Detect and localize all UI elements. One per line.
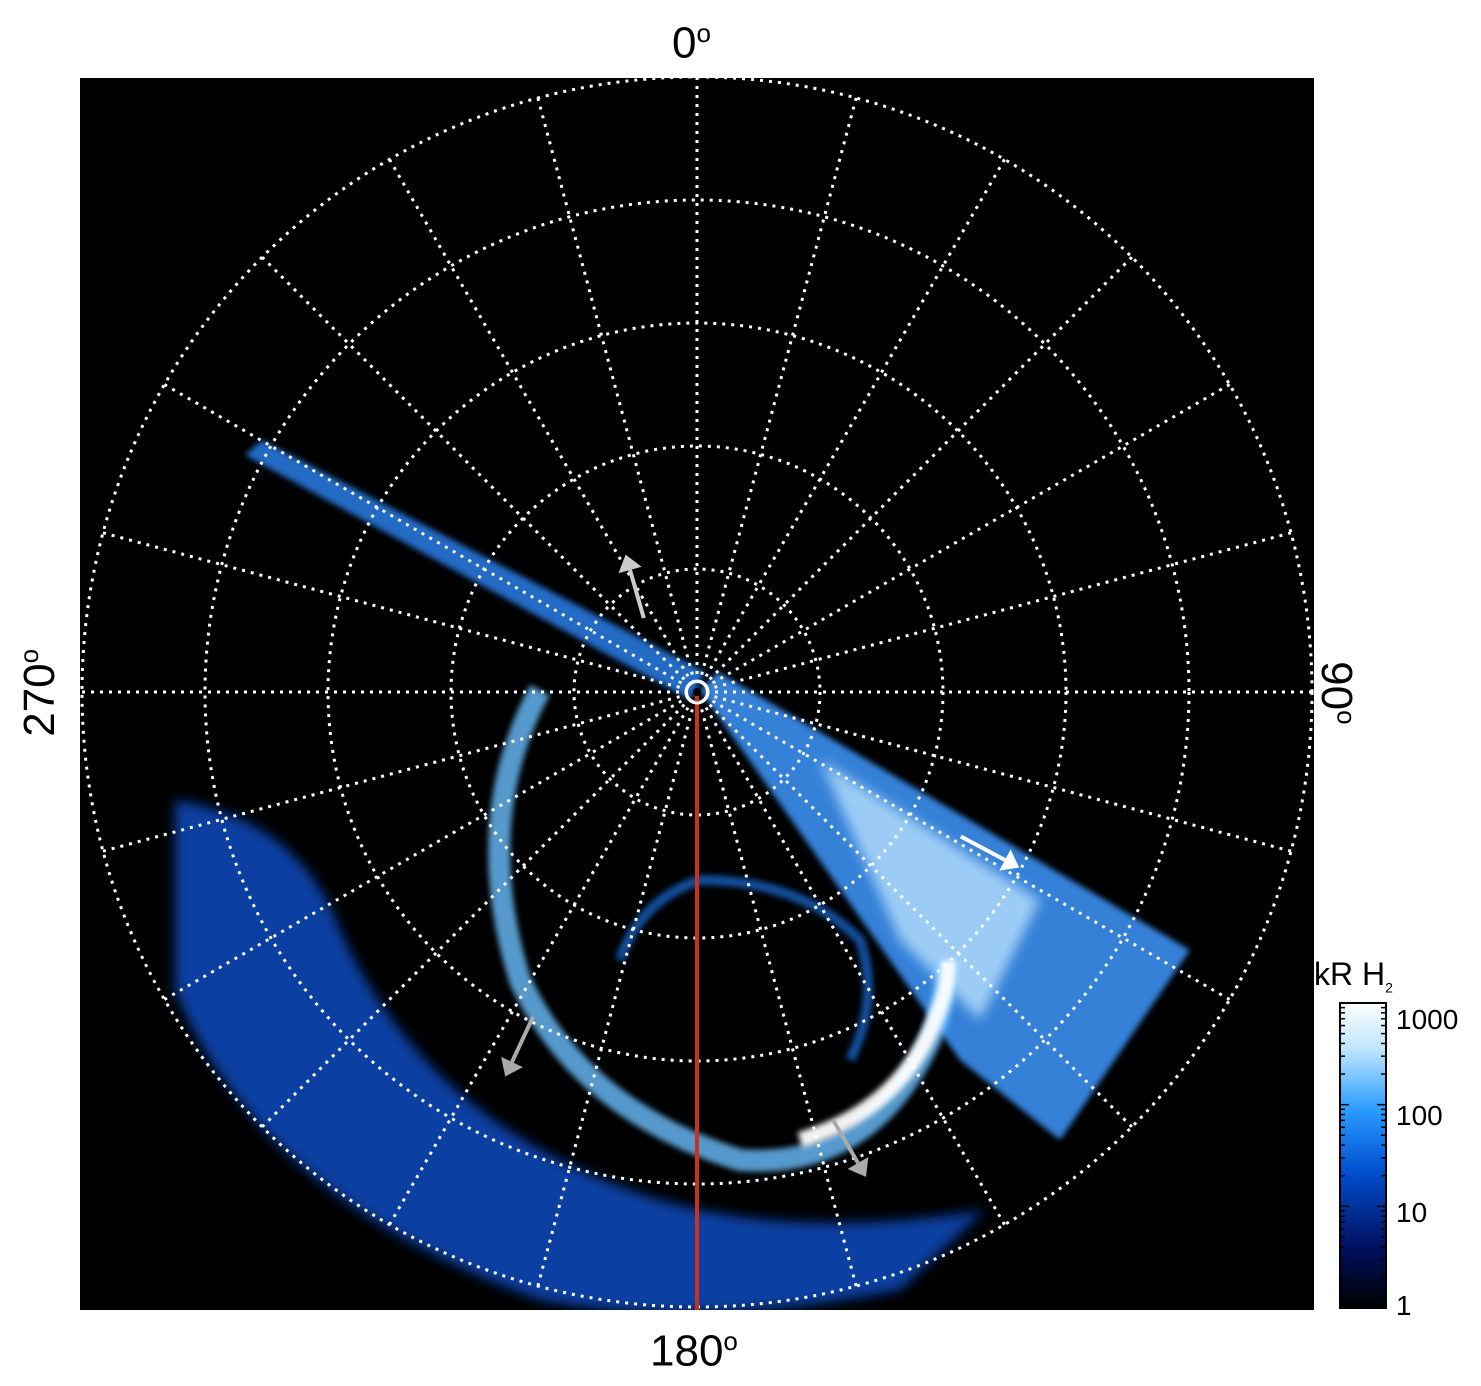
meridian-line — [695, 690, 1133, 1128]
meridian-line — [536, 691, 699, 1287]
annotation-arrow — [831, 1118, 869, 1177]
label-90-deg: 90o — [1311, 661, 1362, 725]
aurora-emission — [175, 440, 1190, 1310]
label-0-deg: 0o — [672, 18, 711, 68]
meridian-line — [102, 690, 698, 853]
colorbar-tick-label: 10 — [1396, 1197, 1428, 1228]
meridian-line — [695, 691, 1006, 1226]
meridian-line — [695, 691, 858, 1287]
pole-marker-outer — [684, 679, 710, 705]
meridian-line — [695, 97, 858, 693]
meridian-line — [102, 531, 698, 694]
colorbar-ticks — [1340, 1006, 1386, 1309]
annotation-arrow — [959, 834, 1020, 871]
label-180-deg: 180o — [650, 1326, 738, 1376]
inner-arc — [615, 874, 873, 1063]
meridian-line — [696, 383, 1231, 694]
swath-upper — [245, 440, 705, 700]
meridian-line — [163, 690, 698, 1001]
pole-marker-inner — [693, 688, 701, 696]
latitude-circle — [572, 567, 822, 817]
colorbar — [1339, 1002, 1387, 1309]
annotation-arrows — [501, 554, 1020, 1177]
annotation-arrow — [618, 554, 646, 619]
label-270-deg: 270o — [14, 648, 64, 737]
meridian-line — [695, 158, 1006, 693]
meridian-line — [388, 158, 699, 693]
main-oval-bright — [797, 959, 957, 1148]
polar-grid — [80, 78, 1314, 1309]
colorbar-title: kR H2 — [1314, 956, 1393, 996]
diffuse-emission-region — [175, 800, 985, 1310]
meridian-line — [261, 690, 699, 1128]
annotation-arrow — [501, 1015, 535, 1077]
colorbar-tick-label: 1000 — [1396, 1004, 1459, 1035]
colorbar-tick-label: 100 — [1396, 1100, 1443, 1131]
meridian-line — [696, 690, 1231, 1001]
meridian-line — [536, 97, 699, 693]
meridian-line — [696, 690, 1292, 853]
colorbar-tick-label: 1 — [1396, 1290, 1412, 1321]
swath-bright — [820, 760, 1040, 1020]
meridian-line — [696, 531, 1292, 694]
meridian-line — [261, 256, 699, 694]
meridian-line — [163, 383, 698, 694]
latitude-circle — [203, 198, 1191, 1186]
meridian-line — [388, 691, 699, 1226]
meridian-line — [695, 256, 1133, 694]
